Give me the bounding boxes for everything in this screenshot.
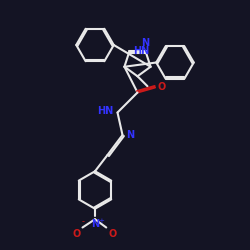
Text: O: O: [158, 82, 166, 92]
Text: N: N: [91, 219, 99, 229]
Text: HN: HN: [133, 46, 150, 56]
Text: O: O: [108, 229, 116, 239]
Text: -: -: [82, 217, 85, 226]
Text: N: N: [142, 38, 150, 48]
Text: +: +: [98, 218, 104, 224]
Text: HN: HN: [98, 106, 114, 116]
Text: O: O: [72, 229, 80, 239]
Text: N: N: [126, 130, 134, 140]
